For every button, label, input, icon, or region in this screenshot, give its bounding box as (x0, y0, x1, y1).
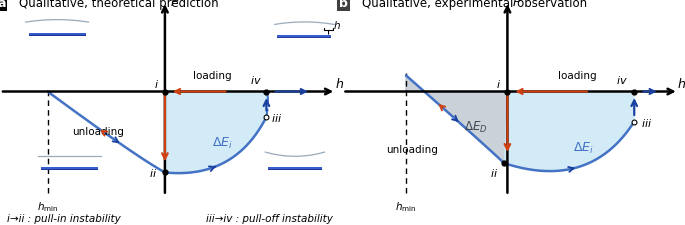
Bar (268, 167, 322, 169)
Text: $\Delta E_i$: $\Delta E_i$ (212, 135, 232, 150)
Text: Qualitative, theoretical prediction: Qualitative, theoretical prediction (19, 0, 219, 10)
Text: a: a (0, 0, 5, 10)
Text: loading: loading (193, 71, 232, 81)
Bar (29, 35, 86, 37)
Text: unloading: unloading (386, 145, 438, 155)
Bar (41, 168, 99, 170)
Bar (29, 34, 86, 36)
Bar (29, 35, 86, 37)
Bar (268, 167, 322, 169)
Bar (277, 37, 332, 39)
Text: $P$: $P$ (512, 0, 522, 9)
Bar (277, 36, 332, 38)
Text: $h$: $h$ (333, 19, 341, 31)
Bar (277, 36, 332, 38)
Bar (41, 168, 99, 169)
Bar (29, 34, 86, 35)
Bar (41, 169, 99, 170)
Bar (268, 168, 322, 169)
Text: loading: loading (558, 71, 597, 81)
Text: $\Delta E_i$: $\Delta E_i$ (573, 140, 594, 155)
Text: $iv$: $iv$ (616, 74, 628, 86)
Bar (29, 34, 86, 36)
Bar (29, 35, 86, 36)
Text: $P$: $P$ (170, 0, 179, 9)
Text: $ii$: $ii$ (149, 167, 158, 179)
Bar (268, 169, 322, 170)
Bar (41, 168, 99, 170)
Bar (277, 36, 332, 38)
Bar (277, 37, 332, 39)
Bar (268, 168, 322, 170)
Bar (41, 169, 99, 170)
Text: b: b (339, 0, 348, 10)
Bar (29, 34, 86, 36)
Text: $i$: $i$ (153, 78, 158, 90)
Bar (41, 167, 99, 169)
Bar (277, 36, 332, 38)
Text: i→ii : pull-in instability: i→ii : pull-in instability (7, 213, 121, 223)
Polygon shape (504, 92, 634, 171)
Polygon shape (406, 76, 508, 164)
Text: unloading: unloading (73, 126, 124, 136)
Bar (277, 37, 332, 39)
Bar (29, 34, 86, 36)
Bar (268, 168, 322, 169)
Text: $iii$: $iii$ (640, 116, 652, 128)
Text: $ii$: $ii$ (490, 166, 498, 178)
Bar (41, 167, 99, 169)
Text: $h$: $h$ (335, 77, 344, 91)
Text: $iv$: $iv$ (249, 74, 261, 86)
Text: $iii$: $iii$ (271, 111, 283, 123)
Bar (277, 37, 332, 38)
Text: $\Delta E_D$: $\Delta E_D$ (464, 119, 488, 134)
Bar (41, 168, 99, 169)
Text: iii→iv : pull-off instability: iii→iv : pull-off instability (206, 213, 332, 223)
Text: $h_{\mathrm{min}}$: $h_{\mathrm{min}}$ (395, 199, 416, 213)
Text: $h$: $h$ (677, 77, 685, 91)
Polygon shape (165, 92, 268, 173)
Bar (268, 169, 322, 170)
Text: $h_{\mathrm{min}}$: $h_{\mathrm{min}}$ (37, 199, 58, 213)
Text: $i$: $i$ (496, 78, 501, 90)
Bar (268, 168, 322, 170)
Text: Qualitative, experimental observation: Qualitative, experimental observation (362, 0, 586, 10)
